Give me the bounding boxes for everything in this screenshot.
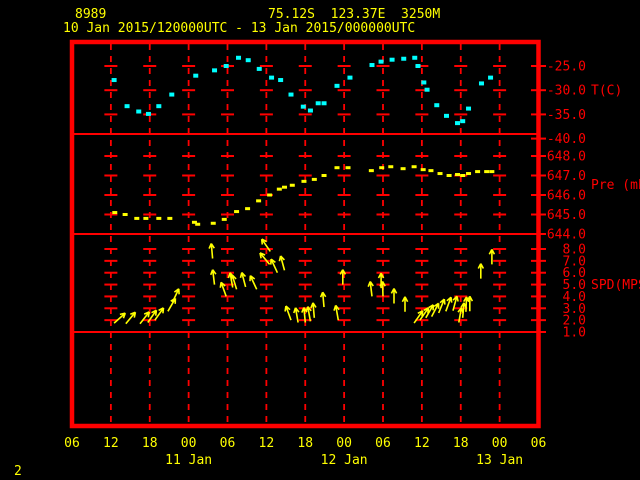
wind-arrow [230,274,238,290]
svg-text:645.0: 645.0 [547,208,586,223]
svg-text:18: 18 [297,436,313,451]
svg-text:18: 18 [453,436,469,451]
svg-text:12 Jan: 12 Jan [321,453,368,468]
wind-arrow [208,243,215,259]
wind-arrow [466,295,474,312]
wind-arrow [249,275,258,290]
pressure-series [112,165,495,226]
wind-arrow [333,304,340,321]
svg-text:06: 06 [375,436,391,451]
wind-arrow [284,305,292,321]
svg-text:00: 00 [492,436,508,451]
wind-arrow [209,269,217,285]
wind-arrow [445,296,453,312]
wind-arrow [390,288,398,304]
wind-arrow [305,306,312,322]
svg-text:5.0: 5.0 [563,278,586,293]
wind-arrow [488,249,496,265]
svg-text:-40.0: -40.0 [547,132,586,147]
svg-text:18: 18 [142,436,158,451]
wind-arrow [147,309,158,323]
svg-text:-35.0: -35.0 [547,108,586,123]
wind-arrow [477,263,485,279]
wind-arrow [260,238,271,252]
station-location: 75.12S 123.37E 3250M [268,7,441,22]
svg-text:00: 00 [336,436,352,451]
station-id: 8989 [75,7,107,22]
wind-arrow [278,255,286,271]
time-gridlines [109,44,501,424]
svg-text:1.0: 1.0 [563,326,586,341]
svg-text:644.0: 644.0 [547,228,586,243]
grid-ticks [104,65,507,322]
svg-text:-30.0: -30.0 [547,84,586,99]
svg-text:7.0: 7.0 [563,254,586,269]
wind-arrow [171,288,180,303]
svg-text:12: 12 [414,436,430,451]
wind-arrow [319,291,327,308]
svg-text:648.0: 648.0 [547,150,586,165]
wind-arrow [113,312,127,324]
y-axis-labels: -25.0 -30.0 -35.0 -40.0 648.0 647.0 646.0 645.0… [547,60,586,341]
date-labels: 11 Jan 12 Jan 13 Jan [165,453,523,468]
svg-text:11 Jan: 11 Jan [165,453,212,468]
svg-text:-25.0: -25.0 [547,60,586,75]
wind-arrow [154,307,165,321]
svg-text:647.0: 647.0 [547,169,586,184]
svg-text:646.0: 646.0 [547,189,586,204]
wind-arrow [430,302,440,317]
temperature-series [111,55,494,126]
svg-text:T(C): T(C) [591,84,622,99]
svg-text:06: 06 [64,436,80,451]
x-axis-labels: 06 12 18 00 06 12 18 00 06 12 18 00 06 [64,436,546,451]
wind-arrow [401,296,409,312]
date-range: 10 Jan 2015/120000UTC - 13 Jan 2015/0000… [63,21,416,36]
wind-arrow [139,311,151,325]
wind-arrow [239,271,247,288]
wind-arrow [367,281,374,297]
wind-arrow [379,281,386,297]
page-number: 2 [14,464,22,479]
wind-arrow [219,281,227,297]
wind-arrow [310,302,317,318]
svg-text:3.0: 3.0 [563,302,586,317]
svg-text:12: 12 [259,436,275,451]
svg-text:00: 00 [181,436,197,451]
wind-arrow [125,311,137,325]
wind-arrow [452,295,459,311]
axis-unit-labels: T(C) Pre (mb) SPD(MPS) [591,84,640,294]
svg-text:13 Jan: 13 Jan [476,453,523,468]
svg-text:06: 06 [531,436,547,451]
wind-arrow [293,307,300,323]
wind-arrow [339,269,347,285]
wind-arrow [270,258,279,274]
svg-text:6.0: 6.0 [563,266,586,281]
wind-arrow [413,310,424,324]
wind-arrow [259,252,271,265]
svg-text:12: 12 [103,436,119,451]
svg-text:4.0: 4.0 [563,290,586,305]
wind-arrow [437,298,446,314]
wind-arrow [425,304,435,319]
svg-text:8.0: 8.0 [563,243,586,258]
svg-text:06: 06 [220,436,236,451]
svg-text:SPD(MPS): SPD(MPS) [591,278,640,293]
panel-dividers [74,133,537,333]
wind-arrows [113,238,496,325]
svg-text:Pre (mb): Pre (mb) [591,178,640,193]
right-axis-ticks [531,65,546,333]
svg-text:2.0: 2.0 [563,314,586,329]
